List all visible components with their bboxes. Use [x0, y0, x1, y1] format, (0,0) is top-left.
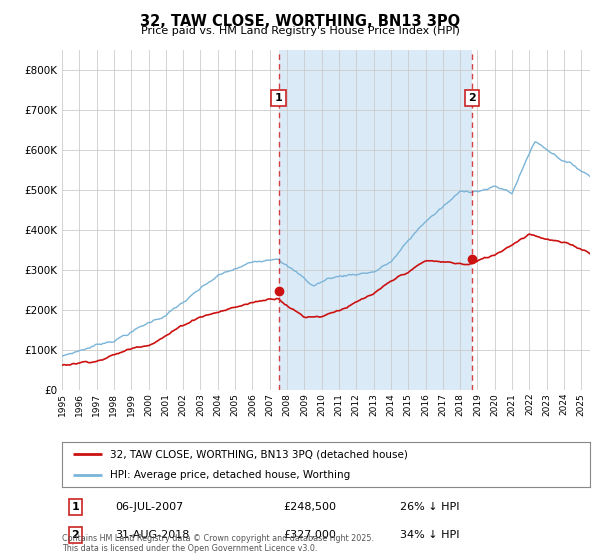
Text: HPI: Average price, detached house, Worthing: HPI: Average price, detached house, Wort…	[110, 470, 350, 480]
Text: 34% ↓ HPI: 34% ↓ HPI	[400, 530, 460, 540]
Text: Price paid vs. HM Land Registry's House Price Index (HPI): Price paid vs. HM Land Registry's House …	[140, 26, 460, 36]
Text: £327,000: £327,000	[284, 530, 337, 540]
Text: 31-AUG-2018: 31-AUG-2018	[115, 530, 189, 540]
Text: 06-JUL-2007: 06-JUL-2007	[115, 502, 183, 512]
Text: £248,500: £248,500	[284, 502, 337, 512]
Text: Contains HM Land Registry data © Crown copyright and database right 2025.
This d: Contains HM Land Registry data © Crown c…	[62, 534, 374, 553]
Text: 32, TAW CLOSE, WORTHING, BN13 3PQ (detached house): 32, TAW CLOSE, WORTHING, BN13 3PQ (detac…	[110, 449, 407, 459]
Bar	[278, 50, 472, 390]
Text: 26% ↓ HPI: 26% ↓ HPI	[400, 502, 460, 512]
Text: 2: 2	[468, 93, 476, 103]
Text: 1: 1	[275, 93, 283, 103]
Text: 32, TAW CLOSE, WORTHING, BN13 3PQ: 32, TAW CLOSE, WORTHING, BN13 3PQ	[140, 14, 460, 29]
Text: 1: 1	[71, 502, 79, 512]
Text: 2: 2	[71, 530, 79, 540]
